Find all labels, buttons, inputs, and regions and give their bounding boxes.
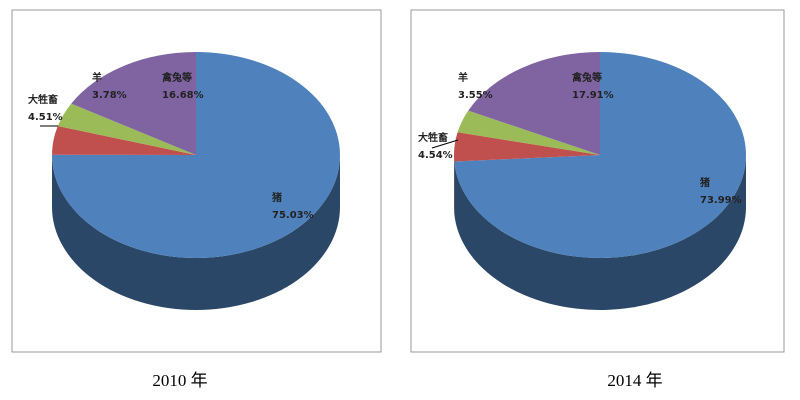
slice-name: 禽兔等	[571, 71, 602, 84]
pie-slice	[52, 126, 196, 155]
leader-line	[431, 139, 459, 149]
slice-value-label: 3.78%	[92, 90, 127, 101]
slice-value-label: 73.99%	[700, 195, 742, 206]
slice-value-label: 16.68%	[162, 90, 204, 101]
pie-side	[454, 155, 746, 310]
pie-slice	[71, 51, 196, 155]
slice-name: 猪	[699, 176, 710, 189]
slice-name: 大牲畜	[418, 131, 448, 144]
slice-name: 羊	[458, 71, 468, 84]
slice-name: 猪	[271, 191, 282, 204]
slice-value-label: 4.54%	[418, 150, 453, 161]
slice-value-label: 3.55%	[458, 90, 493, 101]
pie-side	[52, 155, 340, 310]
pie-slice	[468, 52, 600, 155]
slice-value-label: 75.03%	[272, 210, 314, 221]
slice-name: 禽兔等	[161, 71, 192, 84]
chart-title: 2010 年	[152, 371, 207, 390]
pie-slice	[457, 110, 600, 155]
slice-name: 大牲畜	[28, 93, 58, 106]
pie-slice	[454, 52, 746, 258]
pie-slice	[454, 132, 600, 162]
chart-title: 2014 年	[607, 371, 662, 390]
slice-value-label: 4.51%	[28, 112, 63, 123]
pie-slice	[57, 103, 196, 155]
slice-name: 羊	[92, 71, 102, 84]
slice-value-label: 17.91%	[572, 90, 614, 101]
